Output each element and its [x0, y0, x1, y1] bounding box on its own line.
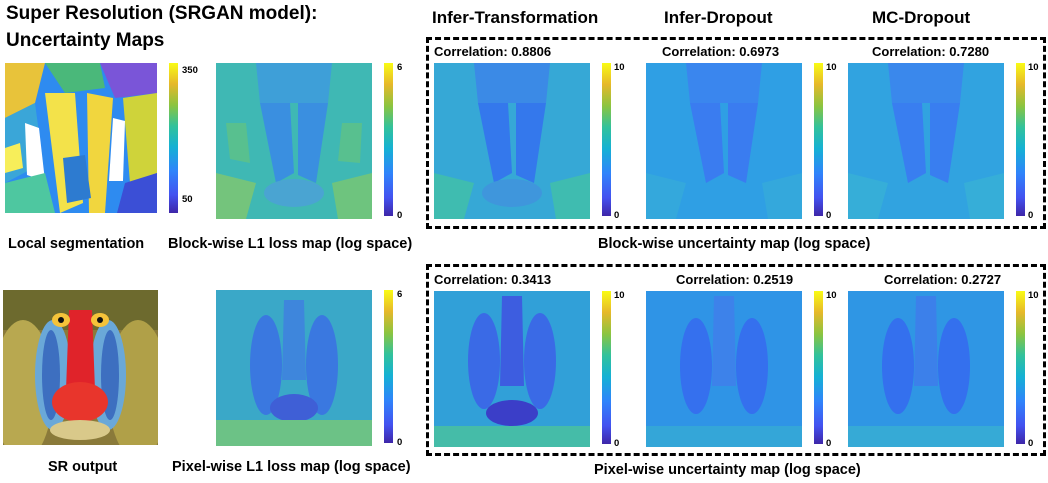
caption-pixel-wise-l1-loss: Pixel-wise L1 loss map (log space) [172, 459, 411, 475]
pixel-uncertainty-map-mc-dropout [848, 291, 1004, 447]
figure-title-line1: Super Resolution (SRGAN model): [6, 3, 318, 24]
block-l1-colorbar-max-label: 6 [397, 62, 403, 73]
pixel-unc-colorbar-min-label-1: 0 [614, 438, 620, 449]
caption-local-segmentation: Local segmentation [8, 236, 145, 252]
block-uncertainty-map-infer-transformation [434, 63, 590, 219]
pixel-unc-colorbar-max-label-1: 10 [614, 290, 625, 301]
pixel-unc-colorbar-min-label-2: 0 [826, 438, 832, 449]
block-l1-colorbar-min-label: 0 [397, 210, 403, 221]
caption-block-wise-uncertainty: Block-wise uncertainty map (log space) [598, 236, 871, 252]
sr-output-image [3, 290, 158, 445]
block-wise-group-box [426, 37, 1046, 229]
block-uncertainty-map-mc-dropout [848, 63, 1004, 219]
pixel-uncertainty-map-infer-transformation [434, 291, 590, 447]
block-correlation-infer-transformation: Correlation: 0.8806 [434, 44, 552, 59]
pixel-unc-colorbar-infer-transformation [602, 291, 611, 444]
segmentation-colorbar-max-label: 350 [182, 65, 198, 76]
block-unc-colorbar-min-label-3: 0 [1028, 210, 1034, 221]
block-correlation-mc-dropout: Correlation: 0.7280 [872, 44, 990, 59]
block-unc-colorbar-infer-dropout [814, 63, 823, 216]
pixel-l1-colorbar-min-label: 0 [397, 437, 403, 448]
segmentation-map [5, 63, 157, 213]
column-header-infer-transformation: Infer-Transformation [432, 8, 599, 27]
block-unc-colorbar-min-label-2: 0 [826, 210, 832, 221]
segmentation-colorbar-min-label: 50 [182, 194, 193, 205]
block-unc-colorbar-max-label-2: 10 [826, 62, 837, 73]
pixel-wise-l1-loss-map [216, 290, 372, 446]
pixel-unc-colorbar-max-label-3: 10 [1028, 290, 1039, 301]
block-correlation-infer-dropout: Correlation: 0.6973 [662, 44, 780, 59]
pixel-wise-group-box [426, 264, 1046, 456]
block-unc-colorbar-max-label-1: 10 [614, 62, 625, 73]
block-uncertainty-map-infer-dropout [646, 63, 802, 219]
block-wise-l1-loss-map [216, 63, 372, 219]
pixel-unc-colorbar-max-label-2: 10 [826, 290, 837, 301]
block-l1-colorbar [384, 63, 393, 216]
pixel-correlation-infer-transformation: Correlation: 0.3413 [434, 272, 552, 287]
block-unc-colorbar-mc-dropout [1016, 63, 1025, 216]
pixel-correlation-infer-dropout: Correlation: 0.2519 [676, 272, 794, 287]
pixel-uncertainty-map-infer-dropout [646, 291, 802, 447]
pixel-unc-colorbar-mc-dropout [1016, 291, 1025, 444]
block-unc-colorbar-max-label-3: 10 [1028, 62, 1039, 73]
caption-block-wise-l1-loss: Block-wise L1 loss map (log space) [168, 236, 413, 252]
segmentation-colorbar [169, 63, 178, 213]
column-header-mc-dropout: MC-Dropout [872, 8, 971, 27]
pixel-unc-colorbar-infer-dropout [814, 291, 823, 444]
pixel-l1-colorbar [384, 290, 393, 443]
caption-sr-output: SR output [48, 459, 118, 475]
pixel-unc-colorbar-min-label-3: 0 [1028, 438, 1034, 449]
block-unc-colorbar-min-label-1: 0 [614, 210, 620, 221]
column-header-infer-dropout: Infer-Dropout [664, 8, 773, 27]
caption-pixel-wise-uncertainty: Pixel-wise uncertainty map (log space) [594, 462, 861, 478]
pixel-l1-colorbar-max-label: 6 [397, 289, 403, 300]
pixel-correlation-mc-dropout: Correlation: 0.2727 [884, 272, 1002, 287]
figure-title-line2: Uncertainty Maps [6, 30, 165, 51]
block-unc-colorbar-infer-transformation [602, 63, 611, 216]
